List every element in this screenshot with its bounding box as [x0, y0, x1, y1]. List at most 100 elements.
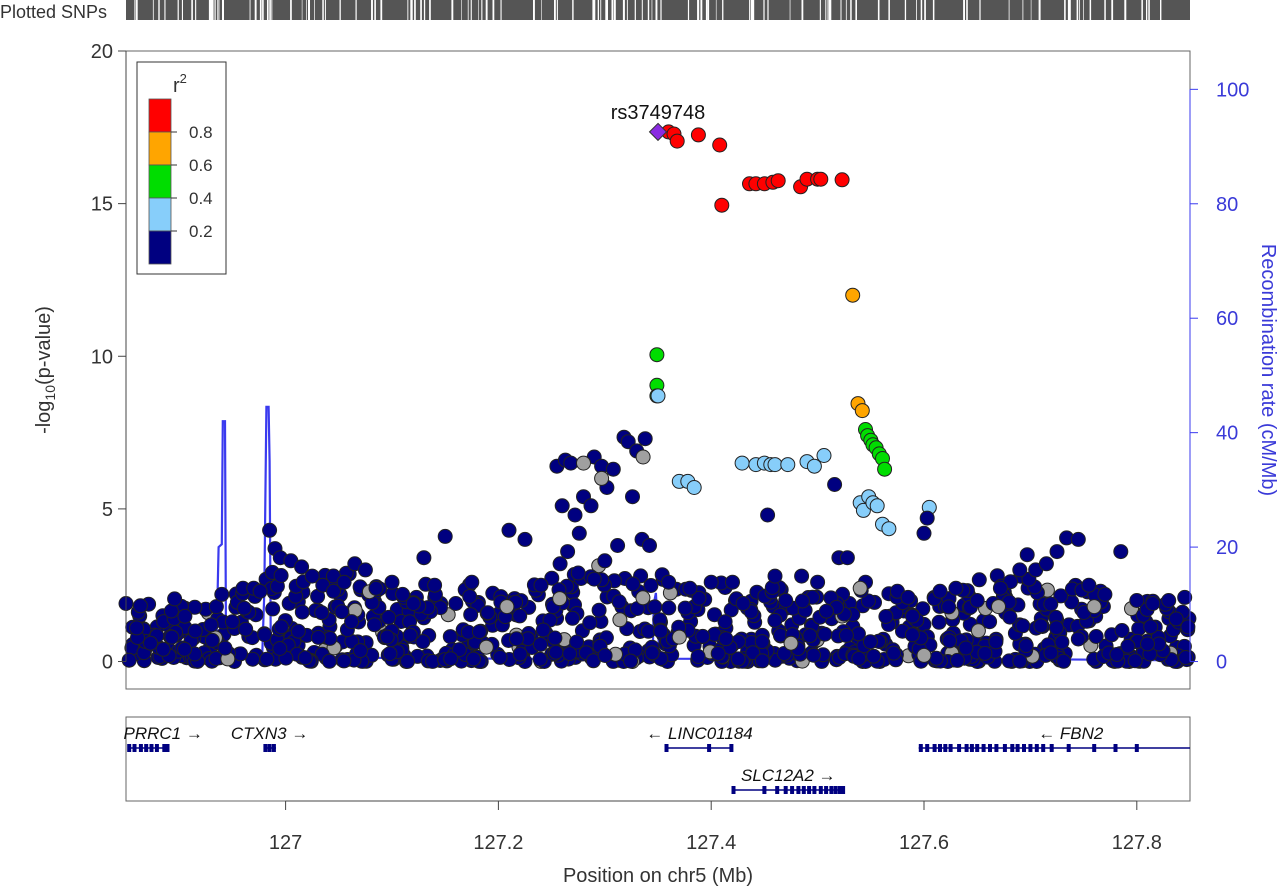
snp-track-gap	[451, 0, 454, 20]
snp-track-gap	[767, 0, 769, 20]
snp-point	[262, 522, 278, 538]
snp-point	[637, 431, 653, 447]
snp-point-no-r2	[635, 590, 651, 606]
snp-track-gap	[826, 0, 828, 20]
snp-point	[1113, 544, 1129, 560]
lead-snp-label: rs3749748	[611, 102, 706, 124]
gene-exon	[783, 786, 788, 794]
y2-tick-label: 100	[1216, 79, 1249, 101]
snp-point-background	[730, 651, 746, 667]
snp-track-gap	[1008, 0, 1010, 20]
snp-point	[969, 593, 985, 608]
snp-point-background	[451, 642, 467, 658]
snp-point	[839, 550, 855, 566]
snp-track-gap	[215, 0, 216, 20]
snp-point	[948, 580, 964, 596]
snp-point	[605, 461, 621, 477]
gene-exon	[796, 786, 801, 794]
gene-exon	[1134, 744, 1139, 752]
gene-exon	[824, 786, 829, 794]
snp-point-background	[1120, 638, 1136, 654]
snp-point-background	[442, 629, 458, 645]
snp-points	[118, 122, 1197, 669]
y-tick-label: 5	[102, 499, 113, 521]
snp-track-gap	[855, 0, 857, 20]
snp-point	[405, 596, 421, 611]
snp-track-gap	[557, 0, 558, 20]
snp-track-gap	[660, 0, 662, 20]
snp-point	[919, 510, 935, 526]
gene-label: CTXN3 →	[231, 724, 308, 743]
snp-track-gap	[267, 0, 269, 20]
snp-point	[437, 528, 453, 544]
snp-point-background	[905, 608, 920, 624]
snp-point	[900, 589, 916, 605]
snp-track-gap	[687, 0, 690, 20]
snp-point-background	[217, 640, 233, 656]
gene-exon	[829, 786, 834, 794]
snp-point-background	[336, 653, 352, 669]
snp-point-background	[1180, 619, 1196, 635]
snp-point-background	[321, 653, 337, 669]
snp-track-gap	[1068, 0, 1071, 20]
gene-exon	[144, 744, 149, 752]
snp-track-gap	[1124, 0, 1127, 20]
snp-track-gap	[429, 0, 431, 20]
snp-point-background	[866, 648, 882, 664]
snp-point	[649, 347, 665, 363]
gene-exon	[918, 744, 923, 752]
snp-track-gap	[249, 0, 251, 20]
snp-point-background	[297, 650, 313, 666]
snp-point	[499, 599, 515, 615]
snp-point	[563, 455, 579, 471]
snp-point	[203, 617, 219, 633]
snp-point-background	[691, 590, 707, 606]
snp-track-gap	[606, 0, 608, 20]
snp-point	[813, 171, 829, 187]
snp-track-gap	[374, 0, 376, 20]
snp-point	[916, 647, 932, 663]
snp-point-background	[512, 646, 528, 662]
snp-point-background	[1015, 618, 1031, 634]
y2-tick-label: 0	[1216, 652, 1227, 674]
gene-exon	[818, 786, 823, 794]
snp-point	[932, 583, 948, 599]
gene-exon	[801, 786, 806, 794]
snp-point	[304, 568, 320, 584]
snp-track-gap	[1111, 0, 1114, 20]
snp-point	[635, 449, 651, 465]
gene-exon	[1092, 744, 1097, 752]
snp-point	[650, 388, 666, 404]
snp-track-gap	[763, 0, 765, 20]
x-tick-label: 127.4	[686, 832, 736, 854]
snp-track-gap	[572, 0, 574, 20]
gene-exon	[1113, 744, 1118, 752]
snp-point	[1177, 589, 1193, 605]
snp-track-gap	[322, 0, 324, 20]
snp-track-gap	[613, 0, 616, 20]
gene-exon	[1010, 744, 1015, 752]
snp-point-background	[1088, 629, 1104, 644]
snp-track-gap	[751, 0, 754, 20]
gene-exon	[165, 744, 170, 752]
snp-track-gap	[1148, 0, 1150, 20]
x-axis: 127 127.2 127.4 127.6 127.8	[269, 800, 1162, 854]
snp-point-background	[653, 623, 669, 639]
snp-track-gap	[1076, 0, 1078, 20]
snp-point	[560, 544, 576, 560]
legend-title: r2	[173, 71, 187, 97]
snp-point-background	[463, 607, 479, 623]
snp-point-background	[794, 593, 810, 609]
snp-point-background	[415, 634, 431, 650]
snp-track-gap	[979, 0, 981, 20]
gene-exon	[833, 786, 838, 794]
snp-point-background	[1070, 631, 1086, 647]
snp-point-background	[1053, 588, 1069, 604]
snp-point	[1019, 547, 1035, 563]
snp-track-gap	[641, 0, 643, 20]
snp-point-background	[1018, 638, 1034, 654]
x-tick-label: 127.8	[1112, 832, 1162, 854]
snp-track-gap	[594, 0, 596, 20]
snp-point-background	[310, 629, 326, 645]
snp-point	[735, 596, 751, 611]
